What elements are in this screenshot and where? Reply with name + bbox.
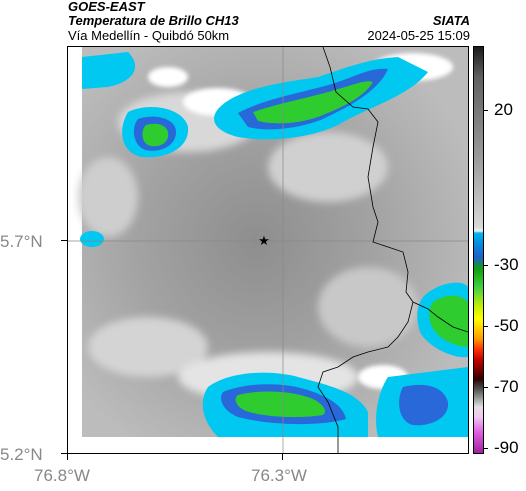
lat-tick bbox=[61, 453, 67, 454]
route-subtitle: Vía Medellín - Quibdó 50km bbox=[68, 28, 230, 43]
satellite-map[interactable]: ★ bbox=[67, 46, 469, 454]
lat-tick bbox=[61, 240, 67, 241]
cold-cloud-top-south bbox=[202, 367, 468, 437]
colorbar-tick bbox=[484, 265, 488, 266]
map-canvas: ★ bbox=[68, 47, 468, 453]
lat-label: 5.7°N bbox=[0, 232, 43, 251]
colorbar-tick bbox=[484, 387, 488, 388]
lon-tick bbox=[67, 454, 68, 460]
city-marker-icon: ★ bbox=[258, 234, 270, 249]
colorbar-tick bbox=[484, 448, 488, 449]
lon-label: 76.3°W bbox=[251, 466, 307, 485]
colorbar-label: 20 bbox=[494, 100, 513, 119]
lat-label: 5.2°N bbox=[0, 445, 43, 464]
colorbar-label: -50 bbox=[494, 316, 519, 335]
org-label: SIATA bbox=[432, 13, 470, 28]
lon-tick bbox=[282, 454, 283, 460]
timestamp: 2024-05-25 15:09 bbox=[367, 28, 470, 43]
colorbar-tick bbox=[484, 326, 488, 327]
colorbar-tick bbox=[484, 110, 488, 111]
product-title: Temperatura de Brillo CH13 bbox=[68, 13, 239, 28]
temperature-colorbar bbox=[473, 46, 484, 454]
satellite-title: GOES-EAST bbox=[68, 0, 145, 14]
lon-label: 76.8°W bbox=[34, 466, 90, 485]
cold-cloud-top-west bbox=[80, 52, 189, 247]
colorbar-label: -90 bbox=[494, 438, 519, 457]
boundary-line bbox=[317, 47, 468, 453]
colorbar-label: -30 bbox=[494, 255, 519, 274]
colorbar-label: -70 bbox=[494, 377, 519, 396]
